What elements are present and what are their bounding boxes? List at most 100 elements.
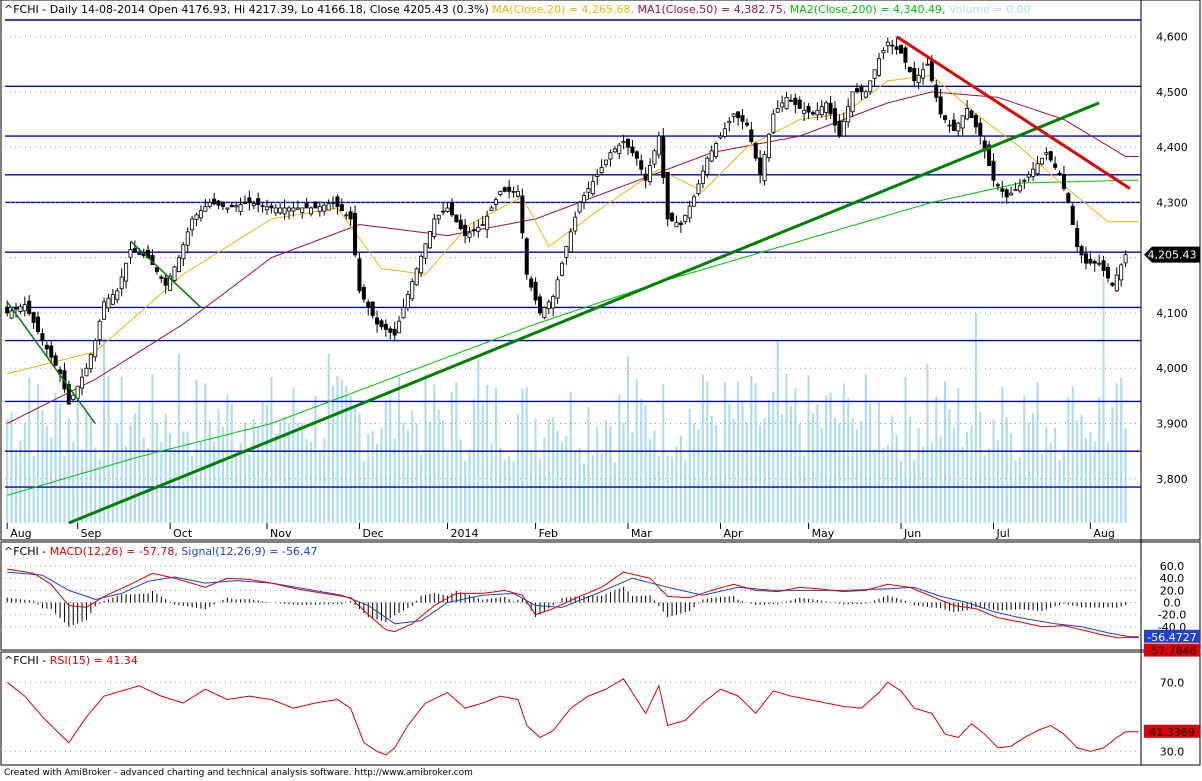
candle-body (718, 135, 723, 139)
candle-body (1057, 172, 1062, 176)
candle-body (463, 224, 468, 236)
volume-bar (10, 412, 13, 523)
signal-value-box (1144, 629, 1200, 643)
volume-bar (279, 423, 282, 523)
volume-bar (67, 418, 70, 523)
volume-bar (988, 448, 991, 523)
macd-tick-label: -20.0 (1158, 609, 1186, 622)
candle-body (326, 203, 331, 211)
candle-body (626, 138, 631, 148)
volume-bar (578, 448, 581, 523)
candle-body (802, 109, 807, 114)
candle-body (331, 202, 336, 204)
volume-bar (935, 396, 938, 523)
volume-bar (85, 412, 88, 523)
volume-bar (292, 387, 295, 523)
volume-bar (393, 438, 396, 523)
volume-bar (155, 422, 158, 523)
candle-body (775, 108, 780, 113)
volume-bar (50, 437, 53, 523)
candle-body (366, 301, 371, 308)
candle-body (115, 290, 120, 300)
candle-body (1044, 152, 1049, 155)
volume-bar (490, 442, 493, 523)
candle-body (229, 204, 234, 208)
volume-bar (323, 438, 326, 523)
candle-body (309, 207, 314, 215)
candle-body (339, 204, 344, 212)
volume-bar (693, 423, 696, 523)
volume-bar (600, 453, 603, 523)
volume-bar (428, 421, 431, 523)
volume-bar (464, 460, 467, 523)
volume-bar (164, 413, 167, 523)
candle-body (88, 354, 93, 370)
candle-body (388, 328, 393, 333)
candle-body (172, 266, 177, 281)
candle-body (458, 219, 463, 230)
volume-bar (838, 423, 841, 523)
volume-bar (1084, 437, 1087, 523)
volume-bar (569, 391, 572, 523)
candle-body (797, 99, 802, 109)
volume-bar (380, 427, 383, 523)
volume-bar (103, 338, 106, 523)
macd-line (7, 568, 1139, 639)
candle-body (951, 119, 956, 131)
volume-bar (221, 426, 224, 523)
candle-body (819, 106, 824, 116)
candle-body (502, 187, 507, 192)
volume-bar (107, 375, 110, 523)
volume-bar (1018, 457, 1021, 523)
volume-bar (759, 425, 762, 523)
volume-bar (979, 411, 982, 523)
volume-bar (807, 375, 810, 523)
candle-body (947, 124, 952, 127)
volume-bar (763, 418, 766, 523)
volume-bar (974, 313, 977, 523)
volume-bar (477, 360, 480, 523)
candle-body (419, 255, 424, 274)
candle-body (493, 199, 498, 205)
price-tick-label: 4,500 (1156, 86, 1188, 99)
volume-bar (437, 410, 440, 523)
rsi-line (6, 678, 1139, 756)
volume-bar (666, 455, 669, 523)
volume-bar (706, 381, 709, 523)
volume-bar (442, 420, 445, 523)
volume-bar (252, 418, 255, 523)
candle-body (1114, 274, 1119, 292)
rsi-header: ^FCHI - RSI(15) = 41.34 (4, 654, 138, 667)
candle-body (731, 113, 736, 117)
volume-bar (1054, 427, 1057, 523)
candle-body (648, 165, 653, 182)
volume-bar (605, 419, 608, 523)
volume-bar (776, 340, 779, 523)
volume-bar (32, 455, 35, 523)
price-tick-label: 3,900 (1156, 418, 1188, 431)
candle-body (630, 146, 635, 154)
volume-bar (230, 404, 233, 523)
volume-bar (19, 441, 22, 523)
volume-bar (798, 423, 801, 523)
candle-body (899, 44, 904, 54)
candle-body (251, 203, 256, 207)
candle-body (348, 211, 353, 220)
candle-body (159, 276, 164, 279)
candle-body (18, 306, 23, 312)
candle-body (1009, 192, 1014, 196)
x-tick-label: Nov (270, 527, 292, 540)
volume-bar (384, 401, 387, 523)
candle-body (736, 111, 741, 119)
candle-body (740, 115, 745, 122)
candle-body (885, 41, 890, 46)
volume-bar (772, 392, 775, 523)
candle-body (119, 276, 124, 290)
volume-bar (811, 413, 814, 523)
candle-body (652, 150, 657, 165)
candle-body (1105, 266, 1110, 279)
candle-body (269, 205, 274, 209)
candle-body (427, 231, 432, 249)
volume-bar (816, 404, 819, 523)
x-tick-label: Jun (903, 527, 921, 540)
